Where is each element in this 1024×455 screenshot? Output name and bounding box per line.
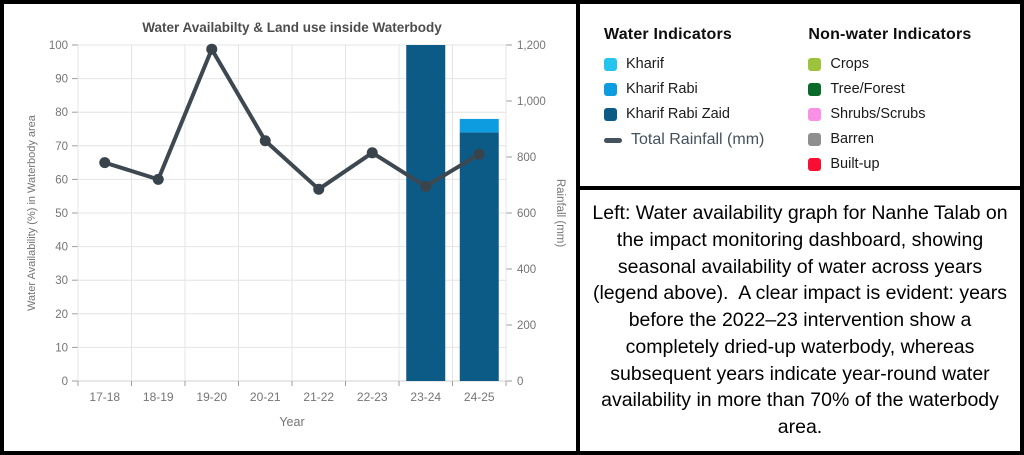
line-swatch-icon-total-rainfall-mm — [604, 137, 622, 143]
legend-item-kharif: Kharif — [604, 56, 764, 72]
x-axis-title: Year — [279, 415, 304, 429]
swatch-icon-crops — [808, 57, 822, 71]
x-tick-label: 18-19 — [143, 390, 174, 404]
y-right-tick-label: 1,200 — [517, 40, 546, 52]
y-left-tick-label: 0 — [62, 376, 68, 388]
legend-panel: Water Indicators Kharif Kharif Rabi Kharif… — [580, 4, 1020, 190]
swatch-icon-shrubs-scrubs — [808, 107, 822, 121]
legend-item-kharif-rabi: Kharif Rabi — [604, 81, 764, 97]
legend-label-barren: Barren — [830, 131, 874, 147]
y-left-tick-label: 100 — [49, 40, 68, 52]
x-tick-label: 20-21 — [250, 390, 281, 404]
x-tick-label: 19-20 — [196, 390, 227, 404]
y-left-tick-label: 20 — [55, 309, 68, 321]
legend-label-crops: Crops — [830, 56, 870, 72]
rainfall-data-point — [473, 148, 485, 160]
y-right-tick-label: 400 — [517, 264, 536, 276]
swatch-icon-kharif-rabi — [604, 82, 617, 96]
legend-item-built-up: Built-up — [808, 156, 971, 172]
rainfall-data-point — [152, 173, 164, 185]
rainfall-data-point — [420, 180, 432, 192]
x-tick-label: 22-23 — [357, 390, 388, 404]
legend-item-tree-forest: Tree/Forest — [808, 81, 971, 97]
y-right-tick-label: 1,000 — [517, 96, 546, 108]
right-panel: Water Indicators Kharif Kharif Rabi Kharif… — [576, 4, 1020, 451]
y-left-tick-label: 70 — [55, 141, 68, 153]
bar-segment-kharif-rabi-zaid — [459, 132, 499, 381]
legend-nonwater-items: Crops Tree/Forest Shrubs/Scrubs Barren Built… — [808, 56, 971, 172]
legend-item-shrubs-scrubs: Shrubs/Scrubs — [808, 106, 971, 122]
y-right-tick-label: 200 — [517, 320, 536, 332]
rainfall-data-point — [99, 157, 111, 169]
caption-panel: Left: Water availability graph for Nanhe… — [580, 190, 1020, 451]
y-left-axis-title: Water Availability (%) in Waterbody area — [26, 114, 38, 311]
y-right-tick-label: 0 — [517, 376, 523, 388]
swatch-icon-built-up — [808, 157, 822, 171]
x-tick-label: 17-18 — [89, 390, 120, 404]
legend-item-kharif-rabi-zaid: Kharif Rabi Zaid — [604, 106, 764, 122]
chart-title: Water Availabilty & Land use inside Wate… — [142, 20, 442, 35]
legend-label-tree-forest: Tree/Forest — [830, 81, 905, 97]
legend-item-crops: Crops — [808, 56, 971, 72]
legend-label-kharif: Kharif — [626, 56, 664, 72]
swatch-icon-tree-forest — [808, 82, 822, 96]
bar-segment-kharif-rabi-zaid — [406, 45, 446, 381]
bar-segment-kharif-rabi — [459, 118, 499, 133]
swatch-icon-kharif — [604, 57, 617, 71]
y-right-axis-title: Rainfall (mm) — [554, 179, 566, 248]
y-left-tick-label: 40 — [55, 242, 68, 254]
caption-text: Left: Water availability graph for Nanhe… — [592, 202, 1013, 438]
legend-nonwater-header: Non-water Indicators — [808, 26, 972, 43]
legend-item-total-rainfall-mm: Total Rainfall (mm) — [604, 131, 764, 149]
legend-water-header: Water Indicators — [604, 26, 732, 43]
legend-label-shrubs-scrubs: Shrubs/Scrubs — [830, 106, 926, 122]
rainfall-data-point — [313, 183, 325, 195]
legend-label-total-rainfall-mm: Total Rainfall (mm) — [631, 131, 765, 148]
swatch-icon-kharif-rabi-zaid — [604, 107, 617, 121]
water-availability-chart: Water Availabilty & Land use inside Wate… — [26, 20, 566, 429]
y-right-tick-label: 800 — [517, 152, 536, 164]
x-tick-label: 23-24 — [410, 390, 441, 404]
x-tick-label: 24-25 — [464, 390, 495, 404]
rainfall-data-point — [206, 43, 218, 55]
legend-label-built-up: Built-up — [830, 156, 880, 172]
legend-label-kharif-rabi: Kharif Rabi — [626, 81, 698, 97]
total-rainfall-line — [102, 47, 482, 192]
y-left-tick-label: 60 — [55, 174, 68, 186]
y-left-tick-label: 80 — [55, 107, 68, 119]
legend-water-indicators: Water Indicators Kharif Kharif Rabi Kharif… — [604, 26, 764, 186]
y-left-tick-label: 90 — [55, 74, 68, 86]
legend-nonwater-indicators: Non-water Indicators Crops Tree/Forest Shr… — [808, 26, 971, 186]
legend-water-items: Kharif Kharif Rabi Kharif Rabi Zaid Total R… — [604, 56, 764, 149]
rainfall-data-point — [366, 147, 378, 159]
x-tick-label: 21-22 — [303, 390, 334, 404]
legend-label-kharif-rabi-zaid: Kharif Rabi Zaid — [626, 106, 730, 122]
y-left-tick-label: 30 — [55, 275, 68, 287]
legend-item-barren: Barren — [808, 131, 971, 147]
chart-panel: Water Availabilty & Land use inside Wate… — [4, 4, 576, 451]
y-left-tick-label: 50 — [55, 208, 68, 220]
rainfall-data-point — [259, 135, 271, 147]
y-left-tick-label: 10 — [55, 342, 68, 354]
swatch-icon-barren — [808, 132, 822, 146]
y-right-tick-label: 600 — [517, 208, 536, 220]
